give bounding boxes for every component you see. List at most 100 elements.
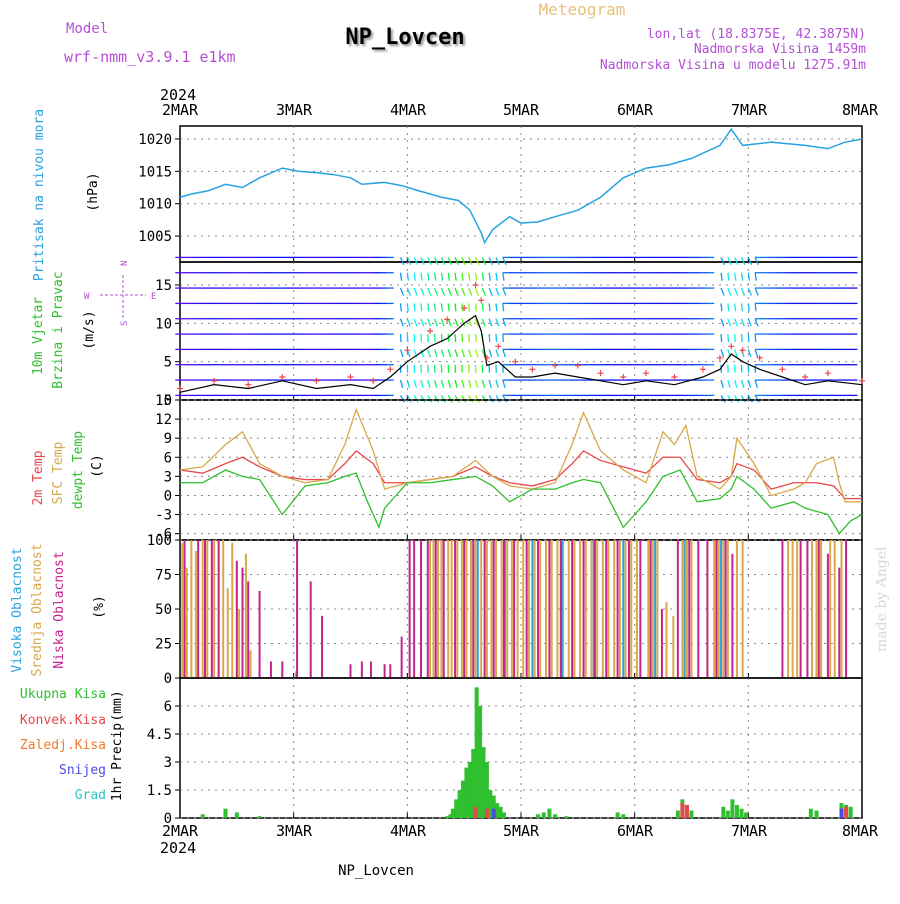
footer-station: NP_Lovcen (338, 863, 414, 879)
wind-arrow (462, 395, 466, 402)
wind-arrow (742, 288, 745, 295)
wind-arrow (448, 380, 450, 388)
wind-arrow (401, 380, 403, 388)
wind-arrow (421, 273, 422, 281)
y-tick-label: 1015 (138, 164, 172, 180)
precip-bar (536, 814, 540, 818)
wind-arrow (401, 273, 402, 281)
x-tick-top: 6MAR (617, 101, 654, 119)
compass-south: S (120, 321, 130, 326)
panel-frame (180, 126, 862, 262)
wind-arrow (414, 380, 416, 388)
wind-unit: (m/s) (82, 310, 97, 349)
wind-arrow (482, 303, 483, 311)
wind-arrow (728, 257, 731, 264)
wind-arrow (428, 380, 430, 388)
y-tick-label: 50 (155, 602, 172, 618)
wind-arrow (728, 395, 732, 402)
model-name: wrf-nmm_v3.9.1 e1km (64, 48, 236, 66)
wind-arrow (489, 319, 492, 327)
wind-arrow (503, 257, 506, 264)
wind-arrow (742, 273, 743, 281)
wind-arrow (448, 395, 452, 402)
year-bottom: 2024 (160, 839, 196, 857)
wind-arrow (469, 303, 470, 311)
precip-bar (744, 812, 748, 818)
wind-arrow (728, 273, 729, 281)
wind-arrow (469, 288, 472, 295)
x-tick-bottom: 4MAR (390, 822, 427, 840)
precip-bar (730, 799, 734, 818)
wind-arrow (503, 349, 505, 357)
wind-arrow (441, 319, 444, 327)
wind-gust-marker (245, 382, 251, 388)
wind-arrow (407, 334, 408, 342)
wind-arrow (441, 303, 442, 311)
pressure-unit: (hPa) (86, 172, 101, 211)
wind-gust-marker (348, 374, 354, 380)
wind-arrow (435, 334, 436, 342)
wind-arrow (742, 257, 745, 264)
wind-arrow (414, 273, 415, 281)
wind-arrow (448, 349, 450, 357)
wind-arrow (489, 349, 491, 357)
wind-arrow (441, 288, 444, 295)
precip-bar (478, 706, 482, 818)
wind-arrow (455, 334, 456, 342)
compass-west: W (84, 292, 90, 302)
precip-bar (499, 807, 503, 818)
y-tick-label: 0 (164, 671, 172, 687)
wind-gust-marker (859, 378, 865, 384)
wind-arrow (728, 319, 731, 327)
wind-arrow (503, 273, 504, 281)
legend-konvek: Konvek.Kisa (20, 713, 106, 728)
wind-gust-marker (717, 355, 723, 361)
panel-frame (180, 540, 862, 678)
wind-arrow (748, 380, 750, 388)
meteogram-label: Meteogram (539, 0, 626, 19)
wind-arrow (496, 257, 499, 264)
wind-arrow (414, 334, 415, 342)
wind-arrow (721, 380, 723, 388)
y-tick-label: 0 (164, 488, 172, 504)
wind-arrow (414, 303, 415, 311)
legend-ukupna: Ukupna Kisa (20, 687, 106, 702)
x-tick-top: 4MAR (390, 101, 427, 119)
wind-arrow (435, 273, 436, 281)
wind-arrow (755, 288, 758, 295)
wind-arrow (755, 395, 759, 402)
temp-unit: (C) (90, 454, 105, 477)
wind-arrow (735, 273, 736, 281)
wind-gust-marker (802, 374, 808, 380)
wind-arrow (407, 380, 409, 388)
wind-arrow (482, 257, 485, 264)
wind-arrow (462, 273, 463, 281)
wind-arrow (496, 303, 497, 311)
wind-gust-marker (671, 374, 677, 380)
x-tick-bottom: 3MAR (276, 822, 313, 840)
precip-bar (475, 687, 479, 818)
wind-arrow (448, 257, 451, 264)
x-tick-top: 2MAR (162, 101, 199, 119)
wind-arrow (455, 257, 458, 264)
wind-arrow (742, 303, 743, 311)
precip-bar (721, 807, 725, 818)
sfc-temp-ylabel: SFC Temp (51, 442, 66, 505)
wind-arrow (728, 334, 729, 342)
x-tick-bottom: 8MAR (842, 822, 879, 840)
wind-arrow (482, 273, 483, 281)
precipitation-panel: 01.534.56 (147, 678, 862, 827)
wind-arrow (469, 349, 471, 357)
y-tick-label: 6 (164, 450, 172, 466)
precip-bar (621, 814, 625, 818)
wind-arrow (735, 319, 738, 327)
wind-arrow (435, 303, 436, 311)
model-label: Model (66, 21, 108, 37)
wind-arrow (503, 380, 505, 388)
wind-arrow (462, 303, 463, 311)
wind-gust-marker (387, 366, 393, 372)
cloud-low-ylabel: Niska Oblacnost (52, 551, 67, 668)
wind-gust-marker (404, 347, 410, 353)
